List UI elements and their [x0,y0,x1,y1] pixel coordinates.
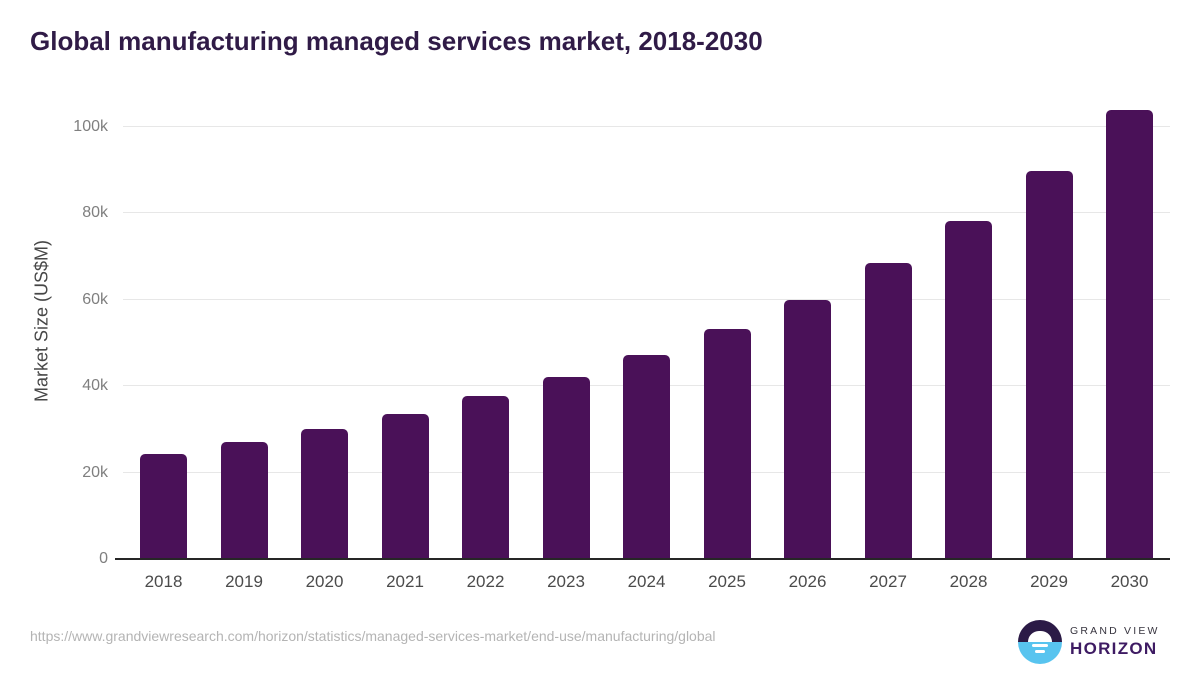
gridline-60k [123,298,1170,300]
x-tick-label-2018: 2018 [144,572,183,591]
logo-text-horizon: HORIZON [1070,639,1158,658]
y-tick-label-60k: 60k [82,290,108,308]
bar-2026[interactable] [784,299,831,559]
y-tick-label-0: 0 [99,550,108,567]
y-tick-label-100k: 100k [73,117,108,135]
y-tick-label-20k: 20k [82,463,108,481]
bar-2024[interactable] [623,354,670,559]
x-tick-label-2027: 2027 [869,572,907,591]
bar-2018[interactable] [140,453,187,559]
gridline-80k [123,212,1170,214]
bar-2030[interactable] [1106,109,1153,559]
x-tick-label-2022: 2022 [466,572,505,591]
x-tick-label-2026: 2026 [788,572,827,591]
x-tick-label-2028: 2028 [949,572,988,591]
grand-view-horizon-logo: GRAND VIEW HORIZON [1018,620,1160,664]
y-axis-tick-labels: 0 20k 40k 60k 80k 100k [0,105,108,567]
reflection-line-2 [1035,649,1045,653]
plot-area [123,105,1170,559]
bar-series [123,105,1170,559]
bar-2020[interactable] [301,428,348,559]
x-axis-tick-labels: 2018 2019 2020 2021 2022 2023 2024 2025 2026 2027… [123,572,1170,592]
horizon-sunrise-icon [1018,620,1062,664]
bar-2022[interactable] [462,396,509,559]
y-tick-label-40k: 40k [82,377,108,395]
x-tick-label-2029: 2029 [1030,572,1068,591]
x-tick-label-2019: 2019 [225,572,263,591]
x-tick-label-2023: 2023 [547,572,585,591]
bar-2019[interactable] [220,442,268,559]
x-tick-label-2020: 2020 [305,572,344,591]
gridline-100k [123,125,1170,127]
reflection-line-1 [1032,644,1048,647]
bar-2021[interactable] [381,414,429,559]
bar-2028[interactable] [945,221,992,559]
logo-text-grand-view: GRAND VIEW [1070,625,1160,637]
logo-text: GRAND VIEW HORIZON [1070,625,1160,659]
bar-2025[interactable] [703,329,751,559]
x-tick-label-2030: 2030 [1110,572,1149,591]
x-tick-label-2025: 2025 [708,572,746,591]
x-tick-label-2021: 2021 [386,572,424,591]
y-tick-label-80k: 80k [82,204,108,222]
chart-title: Global manufacturing managed services ma… [30,26,763,56]
x-tick-label-2024: 2024 [627,572,666,591]
sun-dome-shape [1028,631,1052,642]
source-url: https://www.grandviewresearch.com/horizo… [30,628,716,644]
bar-2027[interactable] [864,263,912,559]
bar-2029[interactable] [1025,171,1073,559]
bar-2023[interactable] [542,377,590,559]
x-axis-line [115,558,1170,560]
